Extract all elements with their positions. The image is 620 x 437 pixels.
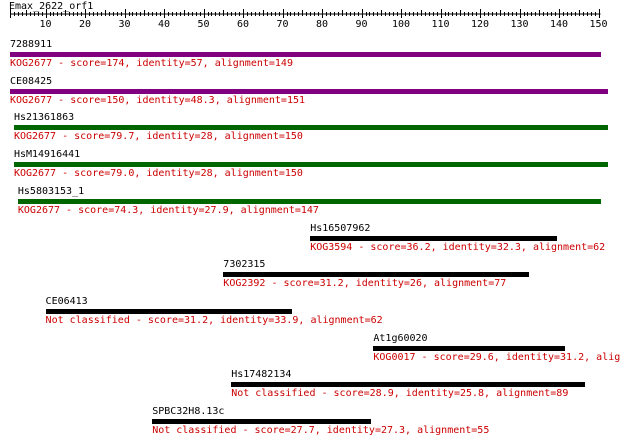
ruler-tick-label: 130 — [510, 19, 529, 30]
hit-name[interactable]: Hs16507962 — [310, 222, 371, 234]
hit-bar[interactable] — [10, 52, 601, 57]
hit-name[interactable]: Hs17482134 — [231, 369, 292, 381]
hit-bar[interactable] — [152, 419, 372, 424]
hit-name[interactable]: 7288911 — [10, 39, 53, 50]
hit-name[interactable]: At1g60020 — [373, 332, 428, 344]
hit-name[interactable]: CE06413 — [45, 295, 88, 307]
hit-description: KOG2677 - score=174, identity=57, alignm… — [10, 58, 293, 69]
hit-bar[interactable] — [45, 308, 293, 314]
hit-bar[interactable] — [310, 235, 558, 241]
hit-name[interactable]: SPBC32H8.13c — [152, 406, 225, 417]
ruler-tick-label: 140 — [550, 19, 569, 30]
hit-name[interactable]: Hs21361863 — [13, 112, 75, 124]
hit-description: Not classified - score=28.9, identity=25… — [231, 388, 569, 400]
ruler-tick-label: 40 — [158, 19, 171, 30]
hit-description: KOG2677 - score=150, identity=48.3, alig… — [10, 94, 306, 106]
hit-name[interactable]: 7302315 — [223, 259, 266, 271]
ruler-tick-label: 150 — [589, 19, 608, 30]
ruler-tick-label: 20 — [79, 19, 92, 30]
hit-description: Not classified - score=31.2, identity=33… — [45, 314, 383, 326]
hit-description: KOG2677 - score=74.3, identity=27.9, ali… — [17, 204, 319, 216]
ruler-tick-label: 120 — [471, 19, 490, 30]
hit-bar[interactable] — [13, 162, 609, 168]
hit-bar[interactable] — [17, 198, 601, 204]
hit-bar[interactable] — [373, 345, 565, 351]
hit-name[interactable]: CE08425 — [10, 75, 53, 87]
hit-description: Not classified - score=27.7, identity=27… — [152, 425, 490, 436]
ruler-tick-label: 30 — [118, 19, 131, 30]
hit-description: KOG2392 - score=31.2, identity=26, align… — [223, 278, 507, 290]
hit-name[interactable]: HsM14916441 — [13, 149, 81, 161]
hit-name[interactable]: Hs5803153_1 — [17, 185, 85, 197]
hit-description: KOG2677 - score=79.7, identity=28, align… — [13, 131, 303, 143]
ruler-tick-label: 80 — [316, 19, 329, 30]
hit-description: KOG0017 - score=29.6, identity=31.2, ali… — [373, 351, 620, 363]
hit-bar[interactable] — [231, 382, 585, 388]
ruler-tick-label: 70 — [276, 19, 289, 30]
hit-description: KOG3594 - score=36.2, identity=32.3, ali… — [310, 241, 606, 253]
hit-bar[interactable] — [10, 88, 609, 94]
ruler-tick-label: 10 — [39, 19, 52, 30]
ruler-tick-label: 110 — [431, 19, 450, 30]
hit-description: KOG2677 - score=79.0, identity=28, align… — [13, 168, 303, 180]
query-title: Emax_2622_orf1 — [9, 1, 94, 12]
ruler-tick-label: 60 — [237, 19, 250, 30]
position-ruler — [10, 9, 601, 18]
ruler-tick-label: 100 — [392, 19, 411, 30]
hit-bar[interactable] — [223, 272, 530, 278]
ruler-tick-label: 50 — [197, 19, 210, 30]
ruler-tick-label: 90 — [355, 19, 368, 30]
hit-bar[interactable] — [13, 125, 609, 131]
